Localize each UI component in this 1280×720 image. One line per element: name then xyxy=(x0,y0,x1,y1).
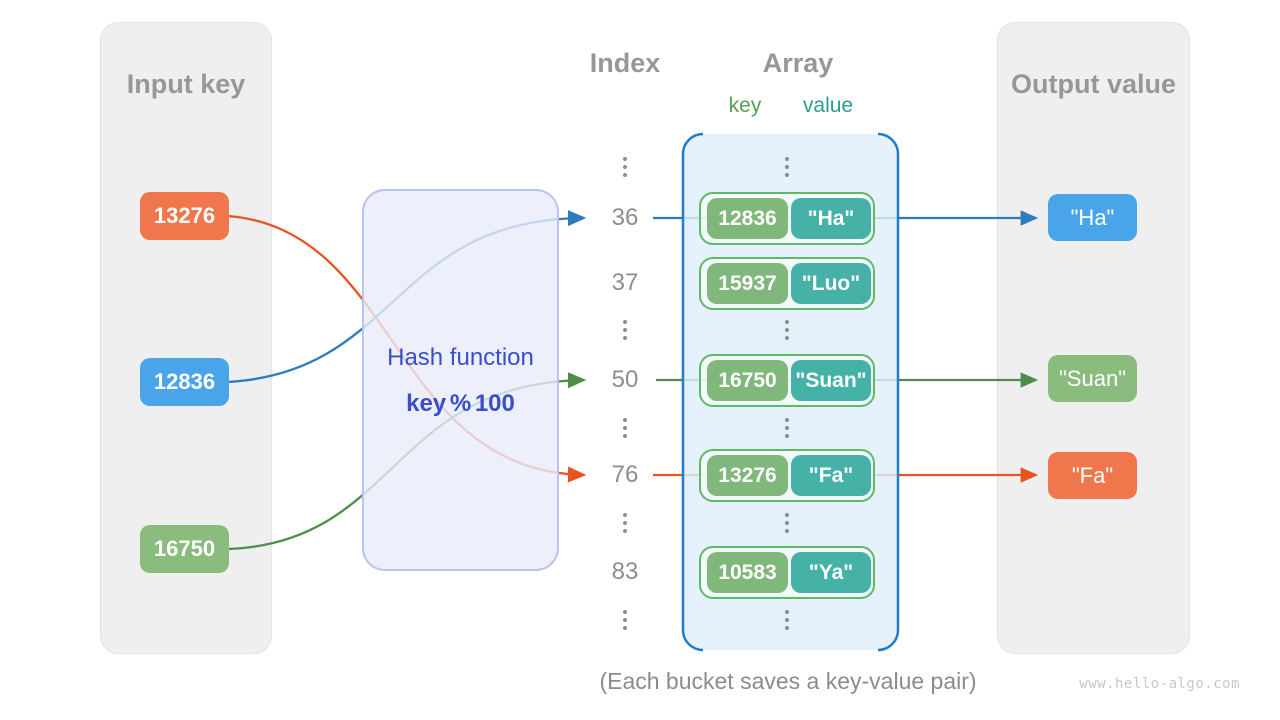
bucket-index-37: 15937 "Luo" xyxy=(699,257,875,310)
output-value-suan: "Suan" xyxy=(1048,355,1137,402)
value-column-header: value xyxy=(802,94,854,117)
bucket-index-50: 16750 "Suan" xyxy=(699,354,875,407)
vertical-ellipsis xyxy=(785,157,789,177)
bucket-value: "Ya" xyxy=(791,552,871,593)
vertical-ellipsis xyxy=(785,513,789,533)
website-watermark: www.hello-algo.com xyxy=(1079,676,1240,692)
vertical-ellipsis xyxy=(623,513,627,533)
bucket-index-36: 12836 "Ha" xyxy=(699,192,875,245)
vertical-ellipsis xyxy=(623,418,627,438)
input-key-13276: 13276 xyxy=(140,192,229,240)
bucket-key: 12836 xyxy=(707,198,788,239)
output-value-ha: "Ha" xyxy=(1048,194,1137,241)
output-value-panel: Output value xyxy=(997,22,1190,654)
bucket-value: "Suan" xyxy=(791,360,871,401)
index-label-76: 76 xyxy=(611,461,639,488)
bucket-value: "Ha" xyxy=(791,198,871,239)
index-header: Index xyxy=(589,48,661,78)
index-label-50: 50 xyxy=(611,366,639,393)
bucket-index-83: 10583 "Ya" xyxy=(699,546,875,599)
vertical-ellipsis xyxy=(785,320,789,340)
output-panel-title: Output value xyxy=(1010,69,1176,99)
vertical-ellipsis xyxy=(623,157,627,177)
bucket-value: "Luo" xyxy=(791,263,871,304)
array-container-border xyxy=(681,132,900,652)
bucket-key: 15937 xyxy=(707,263,788,304)
index-label-36: 36 xyxy=(611,204,639,231)
input-key-12836: 12836 xyxy=(140,358,229,406)
bucket-key: 10583 xyxy=(707,552,788,593)
input-key-16750: 16750 xyxy=(140,525,229,573)
key-column-header: key xyxy=(728,94,762,117)
hash-function-formula: key % 100 xyxy=(406,390,515,417)
vertical-ellipsis xyxy=(785,418,789,438)
input-panel-title: Input key xyxy=(126,69,246,99)
array-header: Array xyxy=(762,48,834,78)
vertical-ellipsis xyxy=(623,320,627,340)
index-label-83: 83 xyxy=(611,558,639,585)
vertical-ellipsis xyxy=(623,610,627,630)
diagram-caption: (Each bucket saves a key-value pair) xyxy=(599,668,977,694)
hash-function-label: Hash function xyxy=(387,344,534,371)
vertical-ellipsis xyxy=(785,610,789,630)
bucket-key: 13276 xyxy=(707,455,788,496)
bucket-key: 16750 xyxy=(707,360,788,401)
bucket-value: "Fa" xyxy=(791,455,871,496)
output-value-fa: "Fa" xyxy=(1048,452,1137,499)
bucket-index-76: 13276 "Fa" xyxy=(699,449,875,502)
index-label-37: 37 xyxy=(611,269,639,296)
hash-function-box xyxy=(362,189,559,571)
